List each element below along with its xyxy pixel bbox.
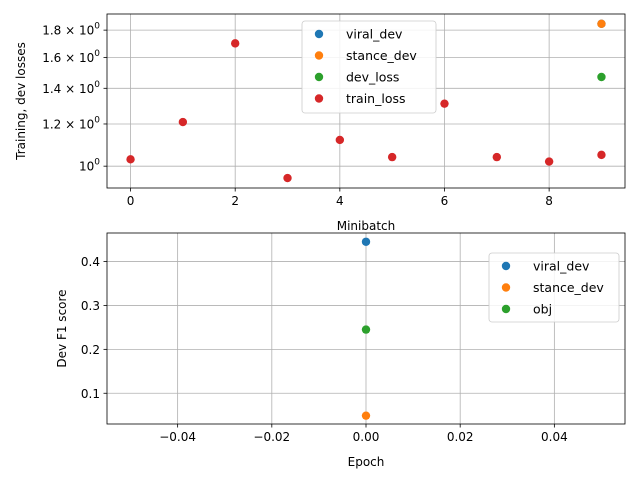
legend-marker [314, 94, 324, 103]
legend-marker [501, 283, 511, 292]
x-axis-label: Epoch [348, 455, 385, 469]
y-tick-label: 1.2 × 100 [42, 115, 100, 131]
y-tick-label: 0.4 [81, 255, 100, 269]
point-train_loss [544, 157, 554, 166]
point-train_loss [492, 152, 502, 162]
point-train_loss [335, 135, 345, 145]
point-train_loss [178, 117, 188, 127]
axes-frame [106, 13, 626, 189]
y-tick-label: 100 [79, 158, 100, 174]
legend-label: viral_dev [533, 259, 590, 274]
chart-1: 0 2 4 6 8 100 1.2 × 100 1.4 × 100 1.6 × 100 1.8 ×… [14, 13, 626, 233]
point-train_loss [283, 173, 292, 183]
x-tick-label: 0.00 [353, 430, 380, 444]
legend-marker [314, 29, 324, 39]
legend-label: dev_loss [346, 70, 399, 85]
y-tick-label: 0.1 [81, 387, 100, 401]
x-tick-label: 0.02 [447, 430, 474, 444]
axes-frame [106, 232, 626, 425]
x-tick-label: 0.04 [541, 430, 568, 444]
point-viral_dev [361, 237, 371, 246]
chart-2: −0.04 −0.02 0.00 0.02 0.04 0.1 0.2 0.3 0.4 Epoch D… [55, 232, 626, 469]
legend-marker [501, 261, 511, 271]
x-tick-label: 0 [127, 194, 135, 208]
legend-box [488, 252, 620, 323]
x-tick-label: 2 [231, 194, 239, 208]
y-axis-label: Dev F1 score [55, 289, 69, 367]
y-tick-label: 0.3 [81, 299, 100, 313]
point-stance_dev [361, 411, 371, 420]
point-train_loss [230, 39, 240, 48]
point-train_loss [597, 150, 606, 160]
legend-label: train_loss [346, 91, 406, 106]
point-train_loss [387, 152, 397, 162]
legend-label: obj [533, 302, 552, 317]
x-tick-label: −0.02 [253, 430, 290, 444]
y-axis-label: Training, dev losses [14, 42, 28, 161]
x-tick-label: 8 [545, 194, 553, 208]
y-tick-label: 0.2 [81, 343, 100, 357]
legend: viral_dev stance_dev dev_loss train_loss [301, 20, 437, 114]
point-train_loss [126, 155, 135, 164]
y-tick-label: 1.8 × 100 [42, 22, 100, 38]
point-train_loss [440, 99, 449, 108]
legend-marker [314, 72, 324, 82]
point-dev_loss [597, 72, 606, 82]
y-tick-label: 1.6 × 100 [42, 49, 100, 65]
x-tick-label: 6 [441, 194, 449, 208]
legend-label: stance_dev [533, 280, 604, 295]
legend-box [301, 20, 437, 114]
x-tick-label: 4 [336, 194, 344, 208]
x-tick-label: −0.04 [159, 430, 196, 444]
legend-marker [314, 51, 324, 60]
point-obj [361, 325, 371, 334]
point-stance_dev [597, 19, 606, 28]
legend-label: stance_dev [346, 48, 417, 63]
legend-marker [501, 304, 511, 314]
y-tick-label: 1.4 × 100 [42, 80, 100, 96]
x-axis-label: Minibatch [337, 219, 396, 233]
legend-label: viral_dev [346, 27, 403, 42]
